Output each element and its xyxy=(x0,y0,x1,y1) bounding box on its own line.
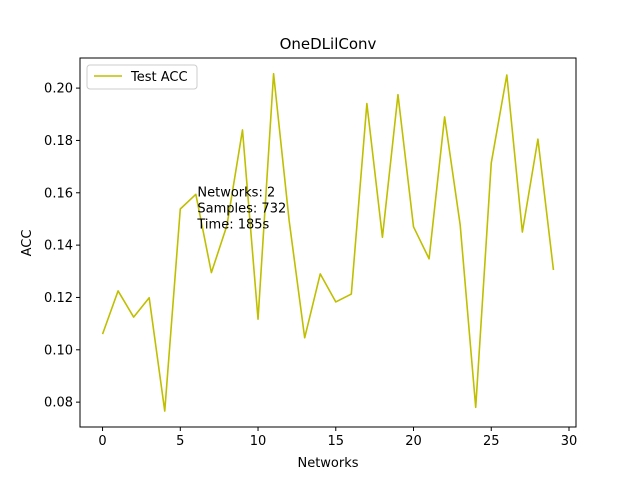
legend-box xyxy=(86,64,198,90)
y-tick-label: 0.18 xyxy=(44,134,73,149)
x-tick-label: 25 xyxy=(483,434,500,449)
annotation-line: Networks: 2 xyxy=(197,186,275,201)
y-tick-label: 0.16 xyxy=(44,186,73,201)
x-tick-label: 0 xyxy=(98,434,106,449)
plot-area: 0 5 10 15 20 25 30 0.08 0.10 0.12 0.14 0.16 0.18 0.20… xyxy=(44,57,578,449)
axes-frame xyxy=(79,57,577,428)
y-tick-label: 0.08 xyxy=(44,396,73,411)
x-axis-label: Networks xyxy=(297,456,358,471)
series-line-0 xyxy=(101,72,555,412)
y-axis-label: ACC xyxy=(20,230,35,257)
legend: Test ACC xyxy=(86,64,198,90)
y-tick-label: 0.14 xyxy=(44,239,73,254)
legend-label: Test ACC xyxy=(130,70,188,85)
x-tick-label: 5 xyxy=(176,434,184,449)
y-tick-label: 0.12 xyxy=(44,291,73,306)
y-tick-label: 0.10 xyxy=(44,343,73,358)
x-tick-label: 20 xyxy=(405,434,422,449)
annotation-line: Samples: 732 xyxy=(197,202,286,217)
chart-title: OneDLilConv xyxy=(280,35,377,53)
x-tick-label: 10 xyxy=(250,434,267,449)
y-tick-label: 0.20 xyxy=(44,82,73,97)
x-tick-label: 30 xyxy=(561,434,578,449)
x-tick-label: 15 xyxy=(328,434,345,449)
annotation-line: Time: 185s xyxy=(196,218,269,233)
